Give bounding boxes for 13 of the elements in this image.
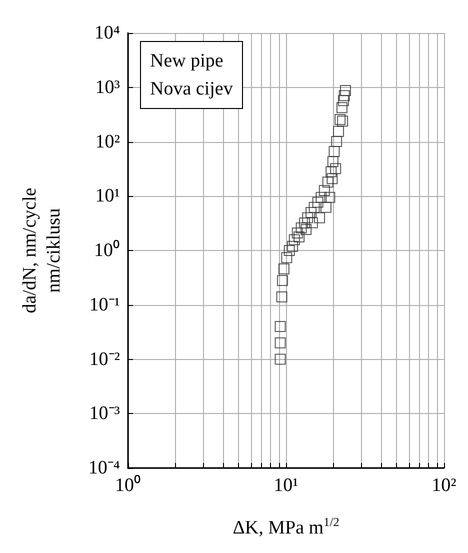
y-tick-label: 10⁰ (94, 239, 120, 261)
y-tick-label: 10⁴ (94, 22, 120, 44)
annotation: New pipe (150, 50, 224, 72)
y-tick-label: 10⁻¹ (89, 294, 120, 316)
x-tick-label: 10² (432, 475, 457, 496)
y-tick-label: 10⁻³ (89, 403, 120, 424)
x-tick-label: 10¹ (274, 475, 299, 496)
y-tick-label: 10³ (95, 76, 120, 98)
annotation: Nova cijev (150, 78, 234, 100)
y-axis-title: da/dN, nm/cycle nm/ciklusu (20, 188, 64, 314)
y-tick-label: 10⁻² (89, 348, 120, 370)
y-tick-label: 10¹ (95, 186, 120, 207)
y-tick-label: 10² (95, 131, 120, 152)
